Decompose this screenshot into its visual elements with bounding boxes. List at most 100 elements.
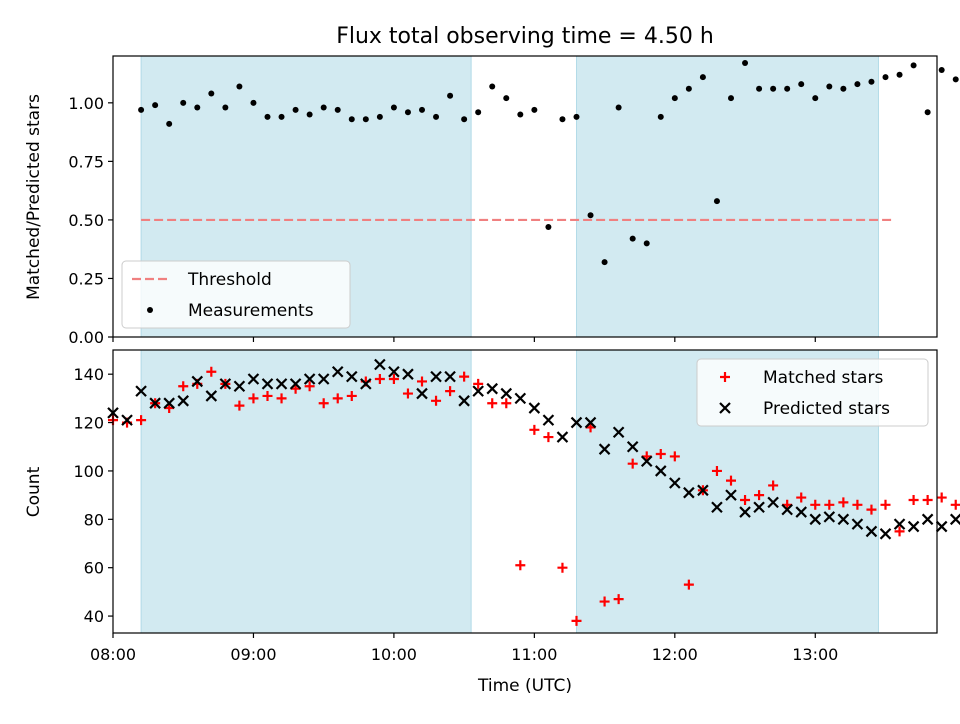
matched-star-point (852, 499, 863, 510)
y-tick-label: 0.75 (68, 152, 104, 171)
measurement-point (629, 235, 636, 242)
predicted-star-point (851, 518, 864, 530)
measurement-point (742, 60, 749, 67)
matched-star-point (501, 398, 512, 409)
measurement-point (685, 85, 692, 92)
measurement-point (222, 104, 229, 111)
matched-star-point (599, 596, 610, 607)
measurement-point (236, 83, 243, 90)
predicted-star-point (402, 368, 414, 380)
predicted-star-point (289, 378, 302, 390)
matched-star-point (627, 458, 638, 469)
predicted-star-point (683, 486, 695, 499)
measurement-point (770, 85, 777, 92)
measurement-point (264, 113, 271, 120)
measurement-point (475, 109, 482, 116)
measurement-point (924, 109, 931, 116)
measurement-point (503, 95, 510, 102)
predicted-star-point (472, 385, 484, 397)
predicted-star-point (163, 397, 175, 409)
top-y-axis-label: Matched/Predicted stars (24, 94, 44, 300)
matched-star-point (824, 499, 835, 510)
matched-star-point (543, 432, 554, 443)
measurement-point (657, 113, 664, 120)
predicted-star-point (949, 513, 960, 526)
measurement-point (938, 67, 945, 74)
predicted-star-point (598, 443, 611, 455)
measurement-point (250, 99, 257, 106)
measurement-point (756, 85, 763, 92)
matched-star-point (445, 386, 456, 397)
matched-star-point (248, 393, 259, 404)
measurement-point (910, 62, 917, 69)
x-axis-label: Time (UTC) (477, 676, 572, 696)
measurement-point (728, 95, 734, 102)
matched-star-point (262, 390, 273, 401)
x-tick-label: 13:00 (792, 645, 838, 664)
matched-star-point (810, 499, 821, 510)
y-tick-label: 60 (84, 559, 104, 578)
predicted-star-point (893, 518, 906, 530)
measurement-point (671, 95, 678, 102)
bottom-axes-frame (112, 349, 938, 634)
matched-star-point (796, 492, 807, 503)
measurement-point (208, 90, 215, 97)
matched-star-point (922, 494, 933, 505)
matched-star-point (838, 497, 849, 508)
matched-star-point (894, 526, 905, 537)
shaded-interval-bottom-1 (140, 349, 472, 634)
measurement-point (545, 223, 552, 230)
matched-star-point (136, 415, 147, 426)
measurement-point (334, 106, 341, 113)
predicted-star-point (486, 382, 499, 395)
predicted-star-point (921, 513, 934, 526)
matched-star-point (655, 449, 666, 460)
predicted-star-point (542, 414, 555, 426)
predicted-star-point (430, 370, 442, 383)
matched-star-point (431, 395, 442, 406)
y-tick-label: 120 (73, 414, 104, 433)
predicted-star-point (570, 416, 583, 429)
legend-label: Measurements (188, 301, 314, 321)
y-tick-label: 0.50 (68, 211, 104, 230)
predicted-star-point (261, 378, 274, 390)
predicted-star-point (584, 416, 597, 429)
predicted-star-point (374, 358, 386, 371)
predicted-star-point (388, 365, 400, 378)
predicted-star-point (444, 370, 456, 383)
chart-title: Flux total observing time = 4.50 h (336, 24, 714, 49)
matched-star-point (683, 579, 694, 590)
measurement-point (390, 104, 397, 111)
x-tick-label: 09:00 (230, 645, 276, 664)
x-tick-label: 08:00 (90, 645, 136, 664)
predicted-star-point (795, 506, 808, 518)
measurement-point (713, 198, 720, 205)
measurement-point (180, 99, 187, 106)
predicted-star-point (149, 397, 161, 409)
predicted-star-point (837, 513, 850, 526)
predicted-star-point (247, 373, 260, 385)
predicted-star-point (711, 501, 723, 513)
predicted-star-point (823, 511, 836, 523)
predicted-star-point (781, 503, 793, 516)
measurement-point (840, 85, 847, 92)
predicted-star-point (809, 513, 822, 526)
matched-star-point (388, 374, 399, 385)
predicted-star-point (458, 395, 470, 407)
top-legend-box (121, 260, 351, 329)
predicted-star-point (416, 387, 428, 400)
matched-star-point (178, 381, 189, 392)
matched-star-point (459, 371, 470, 382)
matched-star-point (571, 615, 582, 626)
measurement-point (320, 104, 327, 111)
measurement-point (699, 74, 706, 81)
matched-star-point (487, 398, 498, 409)
matched-star-point (234, 400, 245, 411)
bottom-legend-box (696, 358, 929, 427)
measurement-point (489, 83, 496, 90)
measurement-point (573, 113, 580, 120)
measurement-point (376, 113, 383, 120)
matched-star-point (515, 560, 526, 571)
